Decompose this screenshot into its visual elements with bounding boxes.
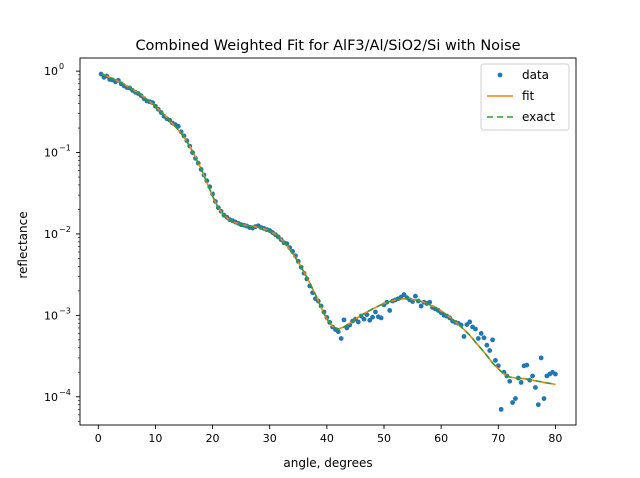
y-tick-label-0: 10	[44, 65, 58, 78]
data-point	[538, 355, 544, 361]
data-point	[535, 402, 541, 408]
legend: data fit exact	[480, 63, 570, 131]
x-axis-label: angle, degrees	[283, 456, 372, 470]
data-point	[493, 357, 498, 363]
legend-exact-label: exact	[522, 110, 555, 124]
chart-title: Combined Weighted Fit for AlF3/Al/SiO2/S…	[135, 38, 520, 54]
data-point	[378, 315, 384, 321]
x-tick-label-30: 30	[263, 432, 277, 445]
data-point	[524, 362, 530, 368]
y-tick-exponent-−1: −1	[59, 144, 71, 153]
data-point	[490, 337, 495, 343]
data-point	[510, 400, 515, 405]
x-tick-label-10: 10	[148, 432, 162, 445]
exact-line	[100, 72, 556, 386]
data-point	[361, 316, 367, 322]
data-point	[533, 385, 538, 390]
data-point	[418, 303, 424, 309]
data-point	[370, 314, 375, 320]
y-tick-exponent-0: 0	[59, 62, 64, 71]
data-point	[467, 319, 473, 325]
x-tick-label-20: 20	[206, 432, 220, 445]
x-tick-label-50: 50	[377, 432, 391, 445]
data-point	[553, 371, 558, 377]
plot-frame	[79, 57, 577, 426]
data-point	[518, 380, 524, 385]
data-point	[355, 319, 361, 325]
x-tick-label-40: 40	[320, 432, 334, 445]
data-point	[475, 336, 481, 341]
y-tick-exponent-−3: −3	[59, 306, 71, 315]
legend-box	[480, 63, 570, 131]
legend-data-label: data	[522, 68, 549, 82]
data-point	[461, 334, 467, 339]
data-point	[338, 336, 344, 341]
legend-fit-label: fit	[522, 89, 535, 103]
x-tick-label-70: 70	[491, 432, 505, 445]
y-tick-label-−2: 10	[44, 228, 58, 241]
y-tick-label-−1: 10	[44, 147, 58, 160]
data-point	[513, 396, 518, 401]
y-tick-exponent-−4: −4	[59, 388, 71, 397]
data-point	[341, 317, 347, 323]
data-point	[498, 406, 504, 412]
data-point	[367, 317, 373, 323]
data-point	[478, 331, 484, 336]
y-tick-exponent-−2: −2	[59, 225, 71, 234]
data-point	[413, 293, 418, 299]
data-point	[541, 396, 547, 401]
plot-area	[98, 71, 558, 412]
data-point	[401, 292, 407, 297]
y-tick-label-−4: 10	[44, 391, 58, 404]
data-point	[373, 309, 378, 315]
data-point	[473, 326, 478, 332]
data-point	[487, 348, 493, 353]
x-tick-label-60: 60	[434, 432, 448, 445]
y-axis-label: reflectance	[16, 211, 30, 278]
x-tick-label-80: 80	[548, 432, 562, 445]
data-point	[335, 329, 341, 335]
y-tick-label-−3: 10	[44, 309, 58, 322]
data-point	[507, 378, 513, 384]
data-point	[484, 342, 490, 348]
legend-data-marker	[497, 72, 503, 78]
data-point	[481, 335, 487, 341]
data-point	[387, 308, 393, 313]
x-tick-label-0: 0	[95, 432, 102, 445]
data-point	[530, 373, 535, 379]
